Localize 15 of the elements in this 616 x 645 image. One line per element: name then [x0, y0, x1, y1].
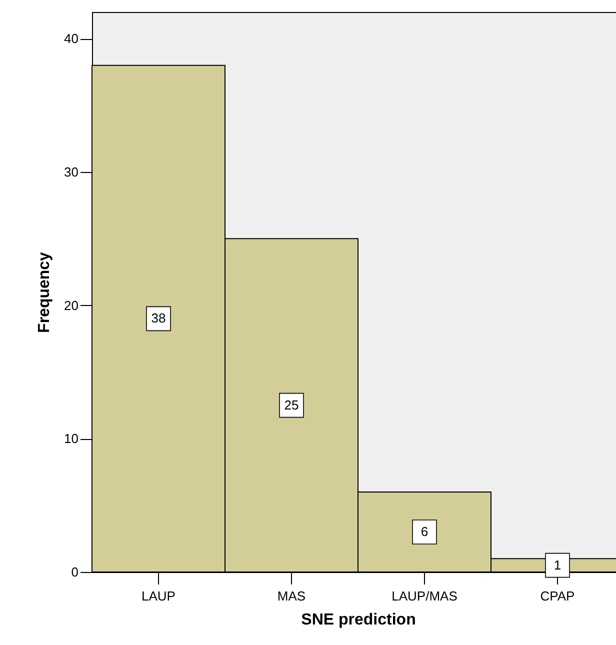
data-label: 1	[554, 557, 562, 572]
data-label: 25	[284, 397, 299, 412]
y-tick-label: 0	[71, 564, 78, 580]
y-axis-title: Frequency	[36, 252, 54, 333]
y-tick-label: 10	[64, 431, 78, 446]
y-tick-label: 30	[64, 164, 78, 180]
data-label: 6	[420, 524, 428, 539]
y-tick-label: 20	[64, 298, 78, 313]
x-tick-label: LAUP/MAS	[392, 588, 458, 604]
y-tick-label: 40	[64, 31, 78, 46]
x-axis-title: SNE prediction	[301, 612, 416, 628]
x-tick-label: LAUP	[142, 588, 176, 604]
data-label: 38	[151, 310, 166, 326]
x-tick-label: CPAP	[540, 588, 575, 604]
x-tick-label: MAS	[277, 588, 306, 604]
